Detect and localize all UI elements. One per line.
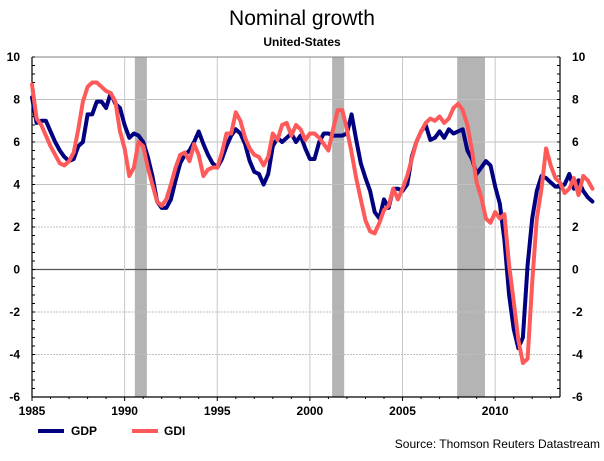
y-tick-label-left: -4 (9, 348, 20, 362)
y-tick-label-left: -6 (9, 390, 20, 404)
y-tick-label-left: 4 (13, 178, 20, 192)
y-tick-label-left: -2 (9, 305, 20, 319)
legend-label-gdp: GDP (71, 424, 97, 438)
y-tick-label-left: 6 (13, 135, 20, 149)
x-tick-label: 1990 (111, 404, 138, 418)
legend-label-gdi: GDI (164, 424, 185, 438)
series-line-gdp (30, 91, 595, 351)
y-tick-label-left: 8 (13, 93, 20, 107)
y-tick-label-right: -4 (572, 348, 583, 362)
y-tick-label-right: 8 (572, 93, 579, 107)
y-tick-label-left: 10 (7, 50, 21, 64)
y-tick-label-left: 0 (13, 263, 20, 277)
y-tick-label-right: 6 (572, 135, 579, 149)
chart-subtitle: United-States (263, 35, 341, 49)
source-note: Source: Thomson Reuters Datastream (395, 437, 600, 451)
y-tick-label-right: -2 (572, 305, 583, 319)
legend-item-gdp: GDP (38, 424, 97, 438)
y-tick-label-left: 2 (13, 220, 20, 234)
series-line-gdi (30, 80, 595, 365)
x-tick-label: 2005 (389, 404, 416, 418)
x-tick-label: 1995 (204, 404, 231, 418)
y-tick-label-right: 10 (572, 50, 586, 64)
legend-item-gdi: GDI (132, 424, 185, 438)
x-tick-label: 2010 (482, 404, 509, 418)
x-tick-label: 2000 (297, 404, 324, 418)
legend: GDP GDI (38, 424, 185, 438)
y-tick-label-right: -6 (572, 390, 583, 404)
chart-title: Nominal growth (229, 7, 375, 30)
y-tick-label-right: 0 (572, 263, 579, 277)
y-tick-label-right: 2 (572, 220, 579, 234)
x-tick-label: 1985 (19, 404, 46, 418)
